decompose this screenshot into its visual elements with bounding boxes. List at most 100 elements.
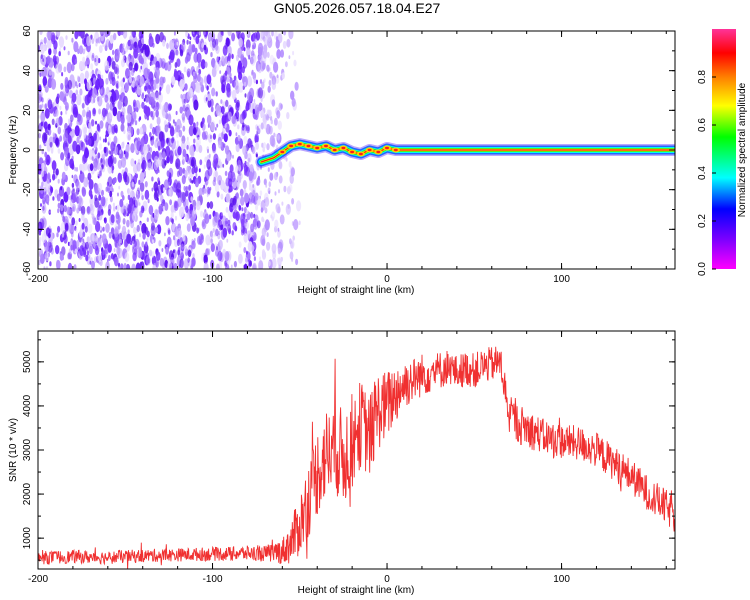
noise-blob <box>44 108 50 119</box>
noise-blob <box>146 151 152 163</box>
colorbar-tick-label: 0.6 <box>697 118 708 132</box>
noise-blob <box>219 220 222 226</box>
noise-blob <box>139 261 142 266</box>
noise-blob <box>259 190 263 196</box>
noise-blob <box>197 196 200 202</box>
noise-blob <box>269 172 274 181</box>
noise-blob <box>251 44 255 50</box>
noise-blob <box>294 81 299 91</box>
noise-blob <box>229 164 234 174</box>
noise-blob <box>59 91 64 101</box>
carrier-node-core <box>367 148 372 152</box>
noise-blob <box>150 96 155 105</box>
noise-blob <box>38 122 43 132</box>
noise-blob <box>59 47 62 52</box>
noise-blob <box>154 67 160 79</box>
noise-blob <box>42 58 45 62</box>
noise-blob <box>53 40 58 50</box>
noise-blob <box>224 145 230 155</box>
noise-blob <box>126 113 132 124</box>
noise-blob <box>77 203 80 209</box>
noise-blob <box>150 139 154 146</box>
noise-blob <box>237 135 241 142</box>
noise-blob <box>265 183 268 188</box>
noise-blob <box>166 137 169 144</box>
noise-blob <box>104 137 107 143</box>
noise-blob <box>130 143 135 154</box>
noise-blob <box>186 156 190 165</box>
noise-blob <box>266 143 270 151</box>
noise-blob <box>121 225 127 235</box>
noise-blob <box>43 166 48 175</box>
noise-blob <box>120 156 127 168</box>
noise-blob <box>210 106 214 113</box>
noise-blob <box>141 223 147 235</box>
noise-blob <box>184 83 188 91</box>
noise-blob <box>82 109 86 118</box>
noise-blob <box>227 219 231 226</box>
noise-blob <box>215 104 221 117</box>
noise-blob <box>113 32 117 41</box>
noise-blob <box>91 213 95 220</box>
noise-blob <box>60 204 64 212</box>
noise-blob <box>130 118 134 125</box>
noise-blob <box>39 43 45 55</box>
noise-blob <box>231 53 234 60</box>
noise-blob <box>265 123 271 135</box>
noise-blob <box>183 66 187 73</box>
noise-blob <box>286 38 291 48</box>
noise-blob <box>149 249 153 257</box>
noise-blob <box>50 186 54 194</box>
noise-blob <box>189 40 191 45</box>
noise-blob <box>38 260 41 266</box>
noise-blob <box>199 77 204 86</box>
noise-blob <box>165 216 170 226</box>
noise-blob <box>60 82 64 90</box>
noise-blob <box>122 195 125 201</box>
noise-blob <box>253 256 256 261</box>
noise-blob <box>234 166 239 173</box>
y-tick-label: 20 <box>22 104 33 116</box>
noise-blob <box>153 208 159 220</box>
noise-blob <box>257 124 262 134</box>
noise-blob <box>244 263 248 269</box>
noise-blob <box>210 121 215 133</box>
noise-blob <box>222 227 228 238</box>
noise-blob <box>237 124 240 130</box>
noise-blob <box>211 87 216 97</box>
noise-blob <box>67 135 72 144</box>
colorbar-tick-label: 0.2 <box>697 214 708 228</box>
noise-blob <box>120 263 124 269</box>
y-tick-label: -20 <box>22 182 33 197</box>
noise-blob <box>192 31 195 35</box>
noise-blob <box>259 79 263 84</box>
noise-blob <box>67 262 73 269</box>
noise-blob <box>278 161 283 170</box>
noise-blob <box>188 184 192 191</box>
noise-blob <box>258 260 264 269</box>
noise-blob <box>207 123 210 128</box>
noise-blob <box>156 125 161 133</box>
noise-blob <box>218 261 223 269</box>
noise-blob <box>117 254 120 259</box>
noise-blob <box>128 61 133 71</box>
noise-blob <box>109 190 113 198</box>
noise-blob <box>55 168 59 176</box>
noise-blob <box>271 80 277 91</box>
noise-blob <box>91 54 95 62</box>
noise-blob <box>55 245 60 255</box>
noise-blob <box>280 256 283 262</box>
noise-blob <box>128 70 132 77</box>
colorbar <box>712 29 736 269</box>
noise-blob <box>239 188 244 197</box>
noise-blob <box>186 165 191 175</box>
noise-blob <box>148 85 151 90</box>
noise-blob <box>162 187 166 193</box>
noise-blob <box>99 136 102 141</box>
noise-blob <box>188 176 190 181</box>
noise-blob <box>203 31 206 36</box>
noise-blob <box>83 132 87 139</box>
noise-blob <box>190 156 197 168</box>
noise-blob <box>277 257 282 267</box>
noise-blob <box>46 173 51 184</box>
